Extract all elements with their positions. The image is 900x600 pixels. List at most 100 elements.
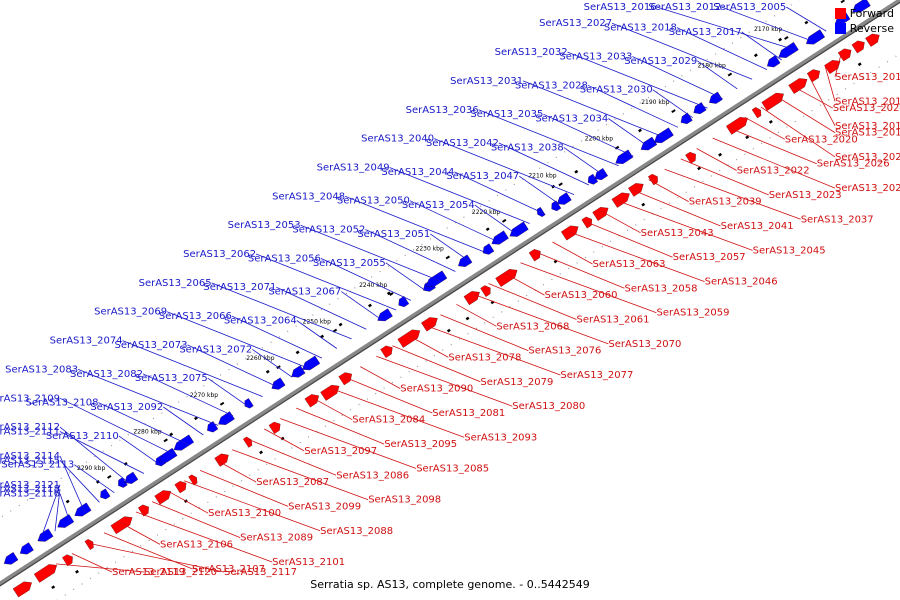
leader-line (328, 387, 465, 438)
forward-gene-arrow (647, 173, 658, 186)
tick-mark (219, 401, 225, 406)
gene-label: SerAS13_2052 (292, 225, 365, 236)
gene-label: SerAS13_2119 (112, 567, 185, 578)
feature-mark (65, 499, 70, 504)
leader-line (119, 522, 161, 545)
forward-gene-arrow (865, 33, 880, 47)
gene-label: SerAS13_2015 (835, 72, 900, 83)
gene-label: SerAS13_2036 (406, 105, 479, 116)
gene-label: SerAS13_2087 (256, 477, 329, 488)
tick-mark (107, 474, 112, 479)
forward-gene-arrow (242, 436, 253, 448)
tick-label: 2250 kbp (303, 319, 331, 326)
reverse-gene-arrow (244, 398, 254, 409)
gene-label: SerAS13_2085 (416, 464, 489, 475)
gene-label: SerAS13_2064 (224, 316, 297, 327)
gene-label: SerAS13_2071 (203, 282, 276, 293)
forward-gene-arrow (480, 285, 491, 297)
leader-line (504, 272, 545, 296)
forward-gene-arrow (84, 539, 94, 550)
reverse-gene-arrow (19, 542, 34, 555)
gene-label: SerAS13_2120 (144, 567, 217, 578)
reverse-gene-arrow (159, 447, 178, 463)
gene-label: SerAS13_2061 (577, 315, 650, 326)
map-caption: Serratia sp. AS13, complete genome. - 0.… (310, 578, 590, 591)
gene-label: SerAS13_2082 (70, 369, 143, 380)
gene-label: SerAS13_2112 (0, 422, 60, 433)
gene-label: SerAS13_2022 (737, 166, 810, 177)
leader-line (59, 455, 85, 513)
forward-gene-arrow (320, 384, 340, 401)
leader-line (163, 406, 204, 436)
leader-line (365, 229, 456, 272)
forward-gene-arrow (581, 216, 592, 229)
leader-line (280, 418, 417, 469)
leader-line (696, 60, 738, 90)
gene-label: SerAS13_2081 (432, 408, 505, 419)
gene-label: SerAS13_2049 (317, 163, 390, 174)
leader-line (408, 335, 449, 358)
leader-line (55, 563, 145, 573)
forward-gene-arrow (560, 225, 579, 241)
gene-label: SerAS13_2100 (208, 508, 281, 519)
gene-label: SerAS13_2035 (470, 109, 543, 120)
leader-line (760, 106, 836, 158)
leader-line (632, 189, 721, 227)
leader-line (300, 224, 441, 282)
leader-line (680, 158, 769, 196)
leader-line (216, 459, 257, 483)
forward-gene-arrow (725, 117, 748, 135)
reverse-gene-arrow (74, 502, 92, 517)
gene-label: SerAS13_2012 (648, 2, 721, 13)
forward-gene-arrow (304, 394, 319, 408)
forward-gene-arrow (528, 249, 541, 262)
feature-mark (338, 322, 343, 327)
leader-line (385, 262, 427, 292)
gene-label: SerAS13_2098 (368, 495, 441, 506)
leader-line (519, 175, 560, 205)
leader-line (98, 402, 189, 445)
gene-label: SerAS13_2013 (835, 96, 900, 107)
leader-line (341, 291, 382, 320)
gene-label: SerAS13_2005 (713, 2, 786, 13)
outer-rail-forward (56, 52, 900, 600)
feature-mark (368, 303, 372, 308)
feature-mark (320, 334, 325, 339)
reverse-gene-arrow (37, 528, 54, 542)
leader-line (87, 542, 225, 573)
tick-label: 2270 kbp (190, 392, 218, 399)
gene-label: SerAS13_2057 (673, 252, 746, 263)
gene-label: SerAS13_2060 (545, 290, 618, 301)
forward-gene-arrow (380, 345, 393, 359)
feature-mark (265, 369, 270, 374)
gene-label: SerAS13_2023 (769, 190, 842, 201)
gene-label: SerAS13_2029 (624, 56, 697, 67)
tick-label: 2180 kbp (698, 63, 726, 70)
leader-line (59, 493, 71, 522)
tick-label: 2280 kbp (133, 428, 161, 435)
leader-line (584, 220, 673, 258)
leader-line (389, 167, 530, 224)
tick-mark (840, 0, 845, 4)
leader-line (454, 171, 545, 215)
leader-line (824, 65, 836, 102)
gene-label: SerAS13_2018 (604, 23, 677, 34)
feature-mark (51, 585, 56, 590)
leader-line (472, 293, 609, 345)
gene-label: SerAS13_2073 (115, 340, 188, 351)
leader-line (199, 470, 289, 507)
reverse-gene-arrow (271, 377, 286, 390)
gene-label: SerAS13_2118 (0, 484, 60, 495)
gene-label: SerAS13_2053 (228, 220, 301, 231)
tick-label: 2200 kbp (585, 136, 613, 143)
leader-line (409, 200, 501, 244)
feature-mark (745, 135, 750, 140)
gene-label: SerAS13_2111 (0, 427, 60, 438)
leader-line (344, 376, 433, 414)
tick-mark (445, 255, 451, 260)
feature-mark (169, 432, 174, 437)
feature-mark (718, 152, 723, 157)
gene-label: SerAS13_2058 (625, 283, 698, 294)
gene-label: SerAS13_2069 (94, 307, 167, 318)
leader-line (211, 282, 352, 340)
